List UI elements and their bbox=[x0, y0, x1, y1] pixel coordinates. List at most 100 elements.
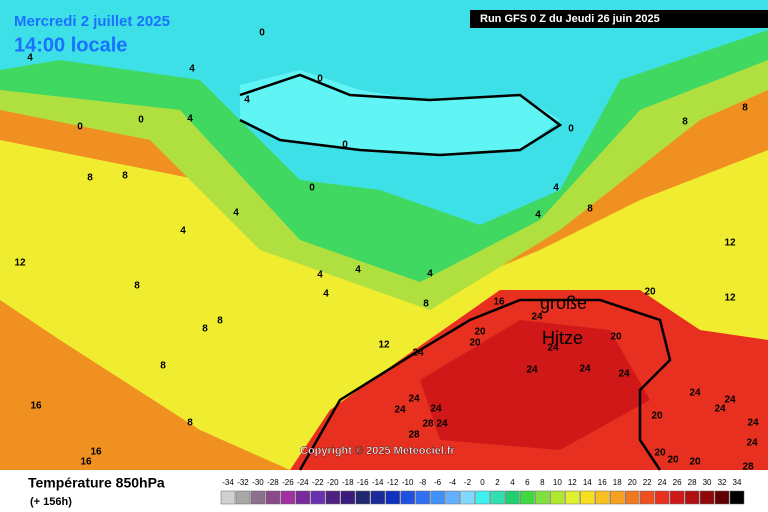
scale-swatch bbox=[490, 490, 505, 505]
isotherm-label: 0 bbox=[138, 115, 144, 126]
map bbox=[0, 0, 768, 471]
isotherm-label: 4 bbox=[535, 210, 541, 221]
isotherm-label: 20 bbox=[689, 457, 701, 468]
scale-swatch bbox=[415, 490, 430, 505]
footer-title: Température 850hPa bbox=[28, 475, 165, 491]
scale-label: 6 bbox=[525, 478, 530, 487]
isotherm-label: 4 bbox=[27, 53, 33, 64]
scale-swatch bbox=[505, 490, 520, 505]
scale-label: -18 bbox=[342, 478, 354, 487]
map-time: 14:00 locale bbox=[14, 34, 127, 56]
scale-label: -28 bbox=[267, 478, 279, 487]
isotherm-label: 8 bbox=[682, 117, 688, 128]
scale-swatch bbox=[580, 490, 595, 505]
scale-label: -20 bbox=[327, 478, 339, 487]
isotherm-label: 4 bbox=[355, 265, 361, 276]
isotherm-label: 20 bbox=[474, 327, 486, 338]
scale-label: 14 bbox=[583, 478, 592, 487]
scale-label: -4 bbox=[449, 478, 457, 487]
isotherm-label: 4 bbox=[317, 270, 323, 281]
isotherm-label: 4 bbox=[189, 64, 195, 75]
isotherm-label: 28 bbox=[742, 462, 754, 473]
isotherm-label: 0 bbox=[568, 124, 574, 135]
scale-label: -14 bbox=[372, 478, 384, 487]
scale-swatch bbox=[729, 490, 745, 505]
scale-label: -30 bbox=[252, 478, 264, 487]
color-scale: -34 -32 -30 -28 -26 -24 -22 -20 -18 -16 -14 -12 -10-… bbox=[220, 478, 745, 505]
scale-label: 8 bbox=[540, 478, 545, 487]
isotherm-label: 8 bbox=[187, 418, 193, 429]
cold-pool bbox=[240, 70, 560, 155]
scale-label: 26 bbox=[673, 478, 682, 487]
scale-label: 2 bbox=[495, 478, 500, 487]
scale-swatch bbox=[280, 490, 296, 505]
scale-label: 24 bbox=[658, 478, 667, 487]
scale-swatch bbox=[684, 490, 700, 505]
isotherm-label: 24 bbox=[746, 438, 758, 449]
isotherm-label: 16 bbox=[90, 447, 102, 458]
scale-label: -24 bbox=[297, 478, 309, 487]
scale-label: 22 bbox=[643, 478, 652, 487]
isotherm-label: 24 bbox=[408, 394, 420, 405]
isotherm-label: 8 bbox=[423, 299, 429, 310]
isotherm-label: 0 bbox=[317, 74, 323, 85]
isotherm-label: 24 bbox=[714, 404, 726, 415]
footer-lead: (+ 156h) bbox=[30, 496, 72, 508]
scale-swatch bbox=[609, 490, 625, 505]
isotherm-label: 8 bbox=[202, 324, 208, 335]
scale-swatch bbox=[654, 490, 670, 505]
isotherm-label: 20 bbox=[667, 455, 679, 466]
scale-label: -6 bbox=[434, 478, 442, 487]
scale-swatch bbox=[250, 490, 266, 505]
isotherm-label: 24 bbox=[526, 365, 538, 376]
hot-core bbox=[420, 320, 650, 450]
scale-label: 12 bbox=[568, 478, 577, 487]
isotherm-label: 4 bbox=[233, 208, 239, 219]
isotherm-label: 24 bbox=[394, 405, 406, 416]
scale-swatch bbox=[639, 490, 655, 505]
isotherm-label: 4 bbox=[187, 114, 193, 125]
scale-label: 28 bbox=[688, 478, 697, 487]
isotherm-label: 8 bbox=[217, 316, 223, 327]
isotherm-label: 24 bbox=[436, 419, 448, 430]
scale-label: 0 bbox=[480, 478, 485, 487]
scale-label: 34 bbox=[733, 478, 742, 487]
scale-swatch bbox=[445, 490, 460, 505]
isotherm-label: 24 bbox=[412, 348, 424, 359]
scale-label: -8 bbox=[419, 478, 427, 487]
scale-swatch bbox=[385, 490, 400, 505]
scale-swatch bbox=[220, 490, 236, 505]
isotherm-label: 12 bbox=[724, 238, 736, 249]
isotherm-label: 28 bbox=[408, 430, 420, 441]
zero-isotherm bbox=[239, 73, 563, 157]
isotherm-label: 12 bbox=[724, 293, 736, 304]
scale-label: -16 bbox=[357, 478, 369, 487]
scale-swatch bbox=[355, 490, 370, 505]
isotherm-label: 4 bbox=[427, 269, 433, 280]
isotherm-label: 24 bbox=[430, 404, 442, 415]
isotherm-label: 16 bbox=[80, 457, 92, 468]
isotherm-label: 24 bbox=[724, 395, 736, 406]
scale-swatch bbox=[624, 490, 640, 505]
scale-swatch bbox=[235, 490, 251, 505]
scale-swatch bbox=[595, 490, 610, 505]
scale-label: -10 bbox=[402, 478, 414, 487]
isotherm-label: 0 bbox=[259, 28, 265, 39]
isotherm-label: 8 bbox=[587, 204, 593, 215]
scale-label: 18 bbox=[613, 478, 622, 487]
scale-swatch bbox=[699, 490, 715, 505]
isotherm-label: 16 bbox=[30, 401, 42, 412]
scale-swatch bbox=[430, 490, 445, 505]
isotherm-label: 20 bbox=[610, 332, 622, 343]
isotherm-label: 24 bbox=[579, 364, 591, 375]
isotherm-label: 8 bbox=[160, 361, 166, 372]
isotherm-label: 0 bbox=[77, 122, 83, 133]
scale-label: -22 bbox=[312, 478, 324, 487]
isotherm-label: 4 bbox=[323, 289, 329, 300]
scale-label: 20 bbox=[628, 478, 637, 487]
isotherm-label: 24 bbox=[689, 388, 701, 399]
scale-label: 16 bbox=[598, 478, 607, 487]
scale-label: -2 bbox=[464, 478, 472, 487]
isotherm-label: 12 bbox=[14, 258, 26, 269]
